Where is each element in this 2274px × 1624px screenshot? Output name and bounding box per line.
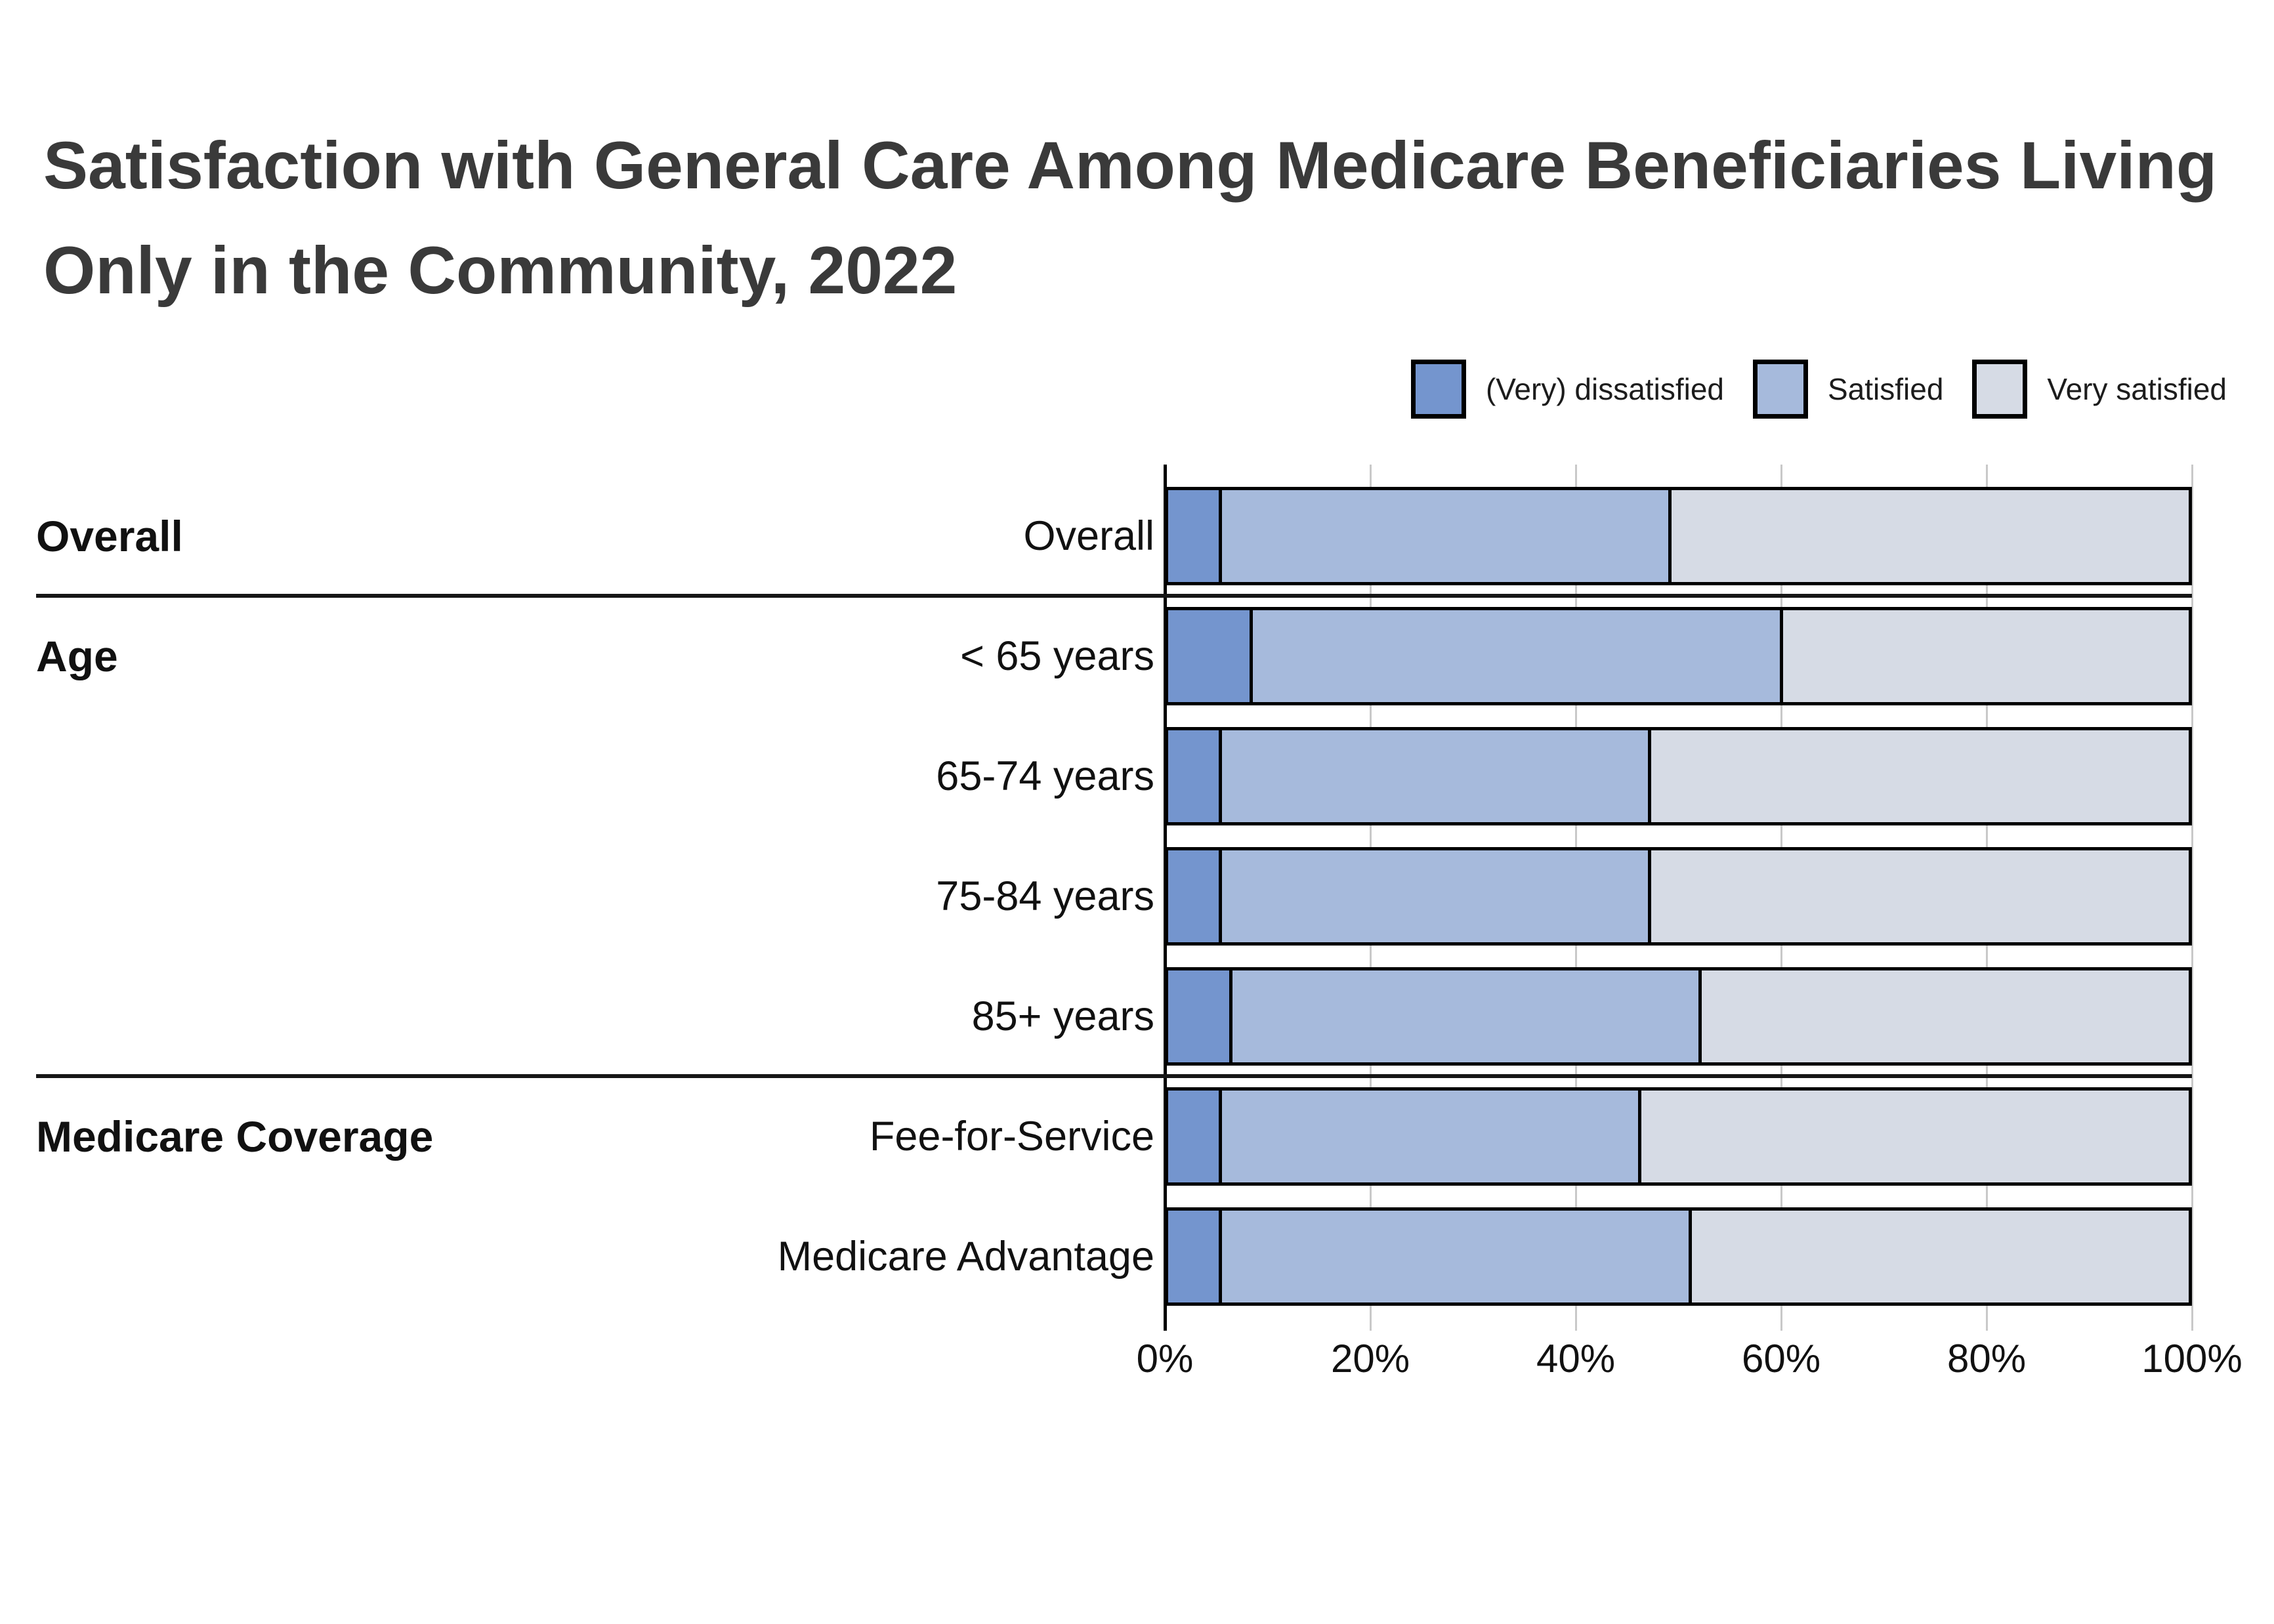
stacked-bar — [1165, 1087, 2192, 1186]
category-label: < 65 years — [960, 633, 1154, 679]
legend-item: Satisfied — [1752, 360, 1944, 419]
bar-segment — [1691, 1210, 2189, 1302]
bar-segment — [1232, 970, 1702, 1062]
stacked-bar — [1165, 1207, 2192, 1306]
legend-swatch — [1410, 360, 1466, 419]
bar-segment — [1168, 1210, 1223, 1302]
bar-segment — [1252, 610, 1783, 702]
bar-segment — [1168, 970, 1232, 1062]
bar-segment — [1168, 489, 1223, 582]
bar-segment — [1641, 1090, 2189, 1182]
bar-segment — [1651, 730, 2189, 822]
legend: (Very) dissatisfied Satisfied Very satisfi… — [1382, 360, 2227, 419]
row-group-label: Age — [36, 631, 118, 680]
bar-segment — [1222, 1090, 1641, 1182]
chart-rows: Overall Overall Age < 65 years 65-74 years 75… — [36, 476, 2192, 1316]
bar-segment — [1168, 1090, 1223, 1182]
legend-label: Satisfied — [1827, 372, 1944, 406]
chart-row: 65-74 years — [36, 716, 2192, 836]
stacked-bar — [1165, 967, 2192, 1066]
gridline — [2191, 465, 2193, 1331]
bar-segment — [1168, 850, 1223, 942]
stacked-bar — [1165, 486, 2192, 585]
bar-segment — [1222, 1210, 1692, 1302]
x-axis-tick-label: 40% — [1536, 1337, 1616, 1381]
row-group-label: Overall — [36, 511, 183, 560]
bar-segment — [1168, 610, 1253, 702]
group-separator — [36, 594, 2192, 598]
x-axis-labels: 0% 20% 40% 60% 80% 100% — [1137, 1336, 2242, 1388]
group-separator — [36, 1074, 2192, 1078]
category-label: 65-74 years — [936, 753, 1154, 799]
bar-segment — [1651, 850, 2189, 942]
x-axis-tick-label: 60% — [1741, 1337, 1821, 1381]
legend-swatch — [1972, 360, 2028, 419]
bar-segment — [1222, 730, 1652, 822]
chart-row: Medicare Coverage Fee-for-Service — [36, 1076, 2192, 1196]
category-label: 85+ years — [971, 993, 1154, 1039]
category-label: 75-84 years — [936, 873, 1154, 919]
category-label: Fee-for-Service — [869, 1113, 1154, 1159]
x-axis-tick-label: 0% — [1136, 1337, 1194, 1381]
chart-row: Age < 65 years — [36, 596, 2192, 716]
legend-item: (Very) dissatisfied — [1410, 360, 1724, 419]
category-label: Overall — [1023, 512, 1154, 559]
stacked-bar — [1165, 726, 2192, 825]
chart-row: 75-84 years — [36, 836, 2192, 956]
legend-label: Very satisfied — [2047, 372, 2227, 406]
chart-row: Medicare Advantage — [36, 1196, 2192, 1316]
bar-segment — [1783, 610, 2189, 702]
chart-row: Overall Overall — [36, 476, 2192, 596]
stacked-bar — [1165, 606, 2192, 705]
legend-label: (Very) dissatisfied — [1485, 372, 1724, 406]
bar-segment — [1168, 730, 1223, 822]
row-group-label: Medicare Coverage — [36, 1112, 434, 1161]
x-axis-tick-label: 100% — [2141, 1337, 2242, 1381]
bar-segment — [1222, 489, 1672, 582]
bar-segment — [1222, 850, 1652, 942]
bar-segment — [1672, 489, 2189, 582]
x-axis-tick-label: 80% — [1947, 1337, 2027, 1381]
legend-swatch — [1752, 360, 1808, 419]
stacked-bar — [1165, 846, 2192, 946]
bar-segment — [1702, 970, 2189, 1062]
legend-item: Very satisfied — [1972, 360, 2227, 419]
chart-row: 85+ years — [36, 956, 2192, 1076]
x-axis-tick-label: 20% — [1330, 1337, 1410, 1381]
chart-title: Satisfaction with General Care Among Med… — [43, 128, 2218, 308]
category-label: Medicare Advantage — [777, 1233, 1154, 1280]
